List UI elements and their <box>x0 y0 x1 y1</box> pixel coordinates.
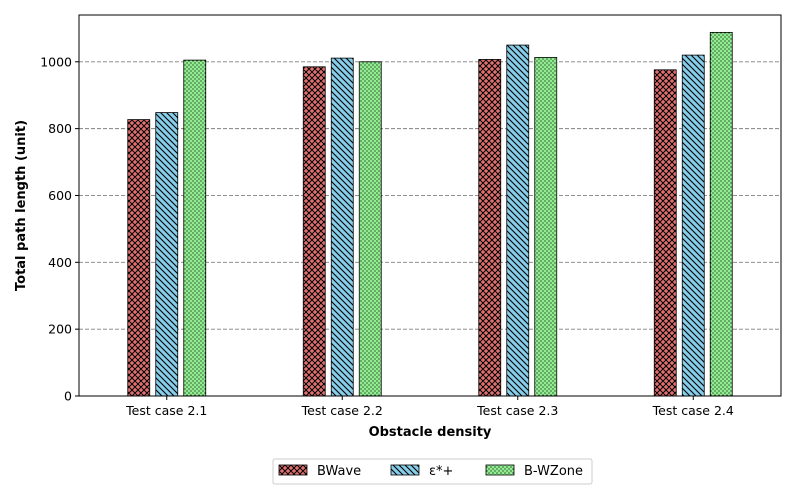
axis-ticks: 0 200 400 600 800 1000 Test case 2.1 Test case … <box>40 54 734 418</box>
x-tick-label: Test case 2.2 <box>301 403 383 418</box>
bar-dots <box>183 59 207 397</box>
legend-label: BWave <box>317 464 361 479</box>
bar-backslash <box>506 44 530 397</box>
legend-label: ε*+ <box>429 464 453 479</box>
bar-crosshatch <box>653 69 677 397</box>
y-tick-label: 800 <box>48 121 72 136</box>
x-tick-label: Test case 2.4 <box>652 403 734 418</box>
x-tick-label: Test case 2.3 <box>476 403 558 418</box>
legend-label: B-WZone <box>524 464 583 479</box>
y-tick-label: 200 <box>48 322 72 337</box>
y-tick-label: 600 <box>48 188 72 203</box>
bar-dots <box>358 61 382 397</box>
x-tick-label: Test case 2.1 <box>125 403 207 418</box>
bar-dots <box>534 57 558 397</box>
bar-crosshatch <box>127 119 151 397</box>
bar-backslash <box>155 112 179 397</box>
y-tick-label: 400 <box>48 255 72 270</box>
bar-backslash <box>681 54 705 397</box>
x-axis-title: Obstacle density <box>369 425 492 440</box>
bar-crosshatch <box>478 59 502 397</box>
legend-swatch <box>390 464 420 476</box>
y-axis-title: Total path length (unit) <box>14 120 29 291</box>
legend-swatch <box>278 464 308 476</box>
y-tick-label: 1000 <box>40 54 72 69</box>
bar-crosshatch <box>302 66 326 397</box>
legend: BWave ε*+ B-WZone <box>272 458 593 485</box>
bar-dots <box>709 31 733 397</box>
legend-swatch <box>485 464 515 476</box>
plot-frame <box>78 14 782 397</box>
bars <box>127 31 733 397</box>
bar-backslash <box>330 57 354 397</box>
y-tick-label: 0 <box>64 389 72 404</box>
